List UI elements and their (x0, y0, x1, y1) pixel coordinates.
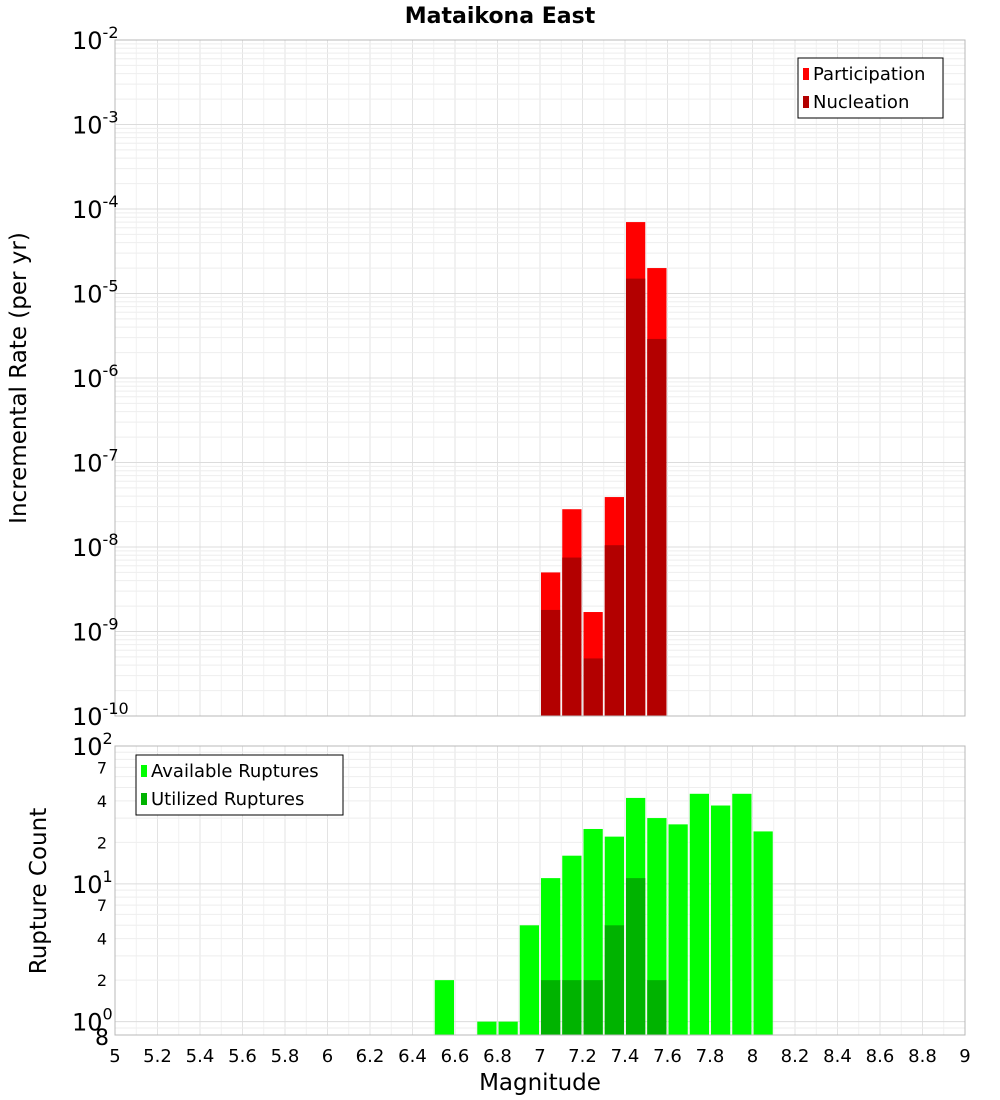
bar-nucleation (583, 658, 603, 716)
x-tick-label: 8.8 (908, 1046, 937, 1067)
legend-label: Available Ruptures (151, 761, 319, 782)
y-tick-label: 4 (97, 792, 107, 811)
x-tick-label: 7.4 (611, 1046, 640, 1067)
x-tick-label: 5.4 (186, 1046, 215, 1067)
legend-label: Participation (813, 64, 925, 85)
legend-box (135, 754, 344, 816)
y-tick-label: 7 (97, 896, 107, 915)
rate-panel: 10-2 10-3 10-4 10-5 10-6 10-7 10-8 10-9 10-10 Par… (72, 23, 966, 731)
bar-available-ruptures (519, 925, 539, 1035)
bar-available-ruptures (732, 793, 752, 1035)
y-tick-label: 10-5 (72, 277, 119, 309)
bottom-y-axis-label: Rupture Count (26, 808, 52, 974)
y-tick-label: 102 (72, 729, 113, 761)
legend-label: Nucleation (813, 92, 909, 113)
x-tick-label: 6.6 (441, 1046, 470, 1067)
x-tick-label: 7.6 (653, 1046, 682, 1067)
x-tick-label: 7.2 (568, 1046, 597, 1067)
bar-utilized-ruptures (562, 980, 582, 1035)
bar-utilized-ruptures (541, 980, 561, 1035)
x-tick-label: 7.8 (696, 1046, 725, 1067)
legend-label: Utilized Ruptures (151, 789, 304, 810)
x-tick-label: 8 (747, 1046, 758, 1067)
y-tick-label: 10-3 (72, 108, 119, 140)
bar-nucleation (604, 545, 624, 716)
y-tick-label: 10-9 (72, 615, 119, 647)
legend-swatch (141, 765, 147, 777)
x-tick-label: 6.4 (398, 1046, 427, 1067)
bar-available-ruptures (753, 831, 773, 1035)
y-tick-label: 10-6 (72, 361, 119, 393)
top-y-axis-label: Incremental Rate (per yr) (6, 232, 32, 524)
x-axis-label: Magnitude (479, 1070, 601, 1096)
bar-available-ruptures (498, 1021, 518, 1035)
x-tick-label: 5 (109, 1046, 120, 1067)
x-tick-label: 6.8 (483, 1046, 512, 1067)
bar-nucleation (541, 609, 561, 716)
y-tick-label: 10-8 (72, 530, 119, 562)
x-tick-label: 5.6 (228, 1046, 257, 1067)
bar-nucleation (562, 557, 582, 716)
bar-nucleation (647, 338, 667, 716)
y-tick-label: 7 (97, 758, 107, 777)
x-tick-label: 8.2 (781, 1046, 810, 1067)
plot-frame (114, 39, 966, 717)
y-tick-label: 4 (97, 930, 107, 949)
chart-title: Mataikona East (405, 4, 596, 29)
y-tick-label: 2 (97, 971, 107, 990)
legend-swatch (803, 96, 809, 108)
y-tick-label: 8 (95, 1026, 109, 1051)
x-tick-label: 5.8 (271, 1046, 300, 1067)
bar-utilized-ruptures (647, 980, 667, 1035)
bar-utilized-ruptures (583, 980, 603, 1035)
bar-available-ruptures (711, 805, 731, 1035)
bar-available-ruptures (668, 824, 688, 1035)
x-tick-label: 7 (534, 1046, 545, 1067)
y-tick-label: 10-7 (72, 446, 119, 478)
x-tick-label: 6 (322, 1046, 333, 1067)
x-tick-label: 5.2 (143, 1046, 172, 1067)
y-tick-label: 10-10 (72, 699, 129, 731)
x-tick-label: 8.4 (823, 1046, 852, 1067)
x-tick-label: 6.2 (356, 1046, 385, 1067)
bar-utilized-ruptures (626, 878, 646, 1035)
y-tick-label: 10-4 (72, 192, 119, 224)
legend-swatch (141, 793, 147, 805)
bar-utilized-ruptures (604, 925, 624, 1035)
x-tick-label: 9 (959, 1046, 970, 1067)
x-tick-label: 8.6 (866, 1046, 895, 1067)
bar-available-ruptures (689, 793, 709, 1035)
bar-available-ruptures (477, 1021, 497, 1035)
y-tick-label: 101 (72, 867, 113, 899)
plot-frame (114, 745, 966, 1036)
y-tick-label: 10-2 (72, 23, 119, 55)
bar-nucleation (626, 278, 646, 716)
bar-available-ruptures (434, 980, 454, 1035)
legend-swatch (803, 68, 809, 80)
legend-box (797, 57, 944, 119)
y-tick-label: 2 (97, 833, 107, 852)
